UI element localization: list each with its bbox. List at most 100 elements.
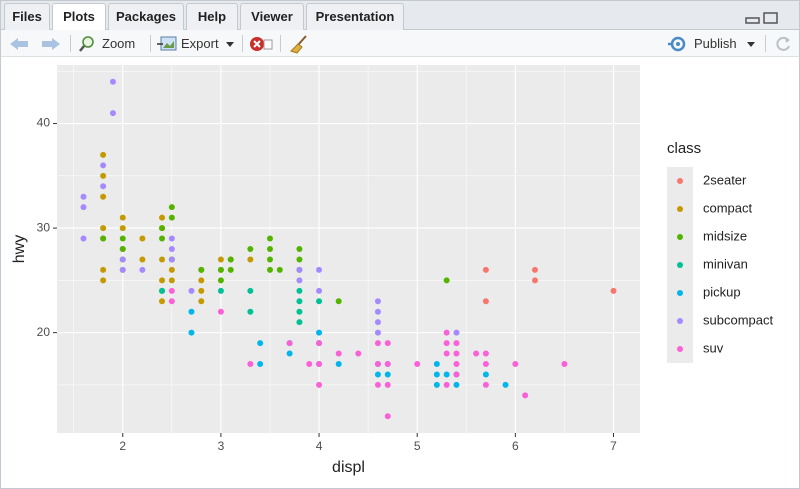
clear-plots[interactable] [289,34,309,54]
point [168,277,175,284]
point [453,340,460,347]
tab[interactable]: Files [4,3,50,30]
tab-bar: Files Plots Packages Help Viewer Present… [0,0,800,31]
separator [765,35,766,52]
legend-label: suv [703,340,724,355]
zoom-button[interactable]: Zoom [102,36,136,51]
forward-arrow[interactable] [42,38,60,50]
point [119,266,126,273]
point [100,266,107,273]
point [335,298,342,305]
maximize[interactable] [763,12,778,24]
point [139,235,146,242]
tab[interactable]: Help [186,3,238,30]
point [482,381,489,388]
legend-marker [677,178,683,184]
point [168,204,175,211]
refresh[interactable] [774,35,792,53]
point [217,256,224,263]
dropdown-arrow[interactable] [226,42,234,48]
y-axis-title: hwy [11,235,28,263]
point [443,350,450,357]
export-button[interactable]: Export [181,36,219,51]
legend-marker [677,234,683,240]
point [159,235,166,242]
nav-arrows[interactable] [8,36,64,52]
minimize[interactable] [745,17,760,24]
point [100,235,107,242]
point [384,381,391,388]
point [227,256,234,263]
legend-label: minivan [703,256,748,271]
point [316,298,323,305]
point [453,350,460,357]
point [453,381,460,388]
point [482,266,489,273]
tab[interactable]: Presentation [306,3,404,30]
point [247,287,254,294]
export-icon[interactable] [157,36,177,52]
point [80,235,87,242]
remove-plot[interactable] [249,35,273,53]
point [266,246,273,252]
point [188,329,195,336]
point [119,225,126,232]
legend-marker [677,346,683,352]
legend-label: pickup [703,284,741,299]
point [374,381,381,388]
point [257,340,264,347]
dropdown-arrow[interactable] [747,42,755,48]
y-tick-label: 20 [37,325,51,339]
point [384,371,391,378]
legend-marker [677,290,683,296]
tab[interactable]: Viewer [240,3,304,30]
point [168,266,175,273]
point [561,361,568,367]
point [168,246,175,252]
point [159,214,166,221]
x-tick-label: 4 [316,439,323,453]
point [217,277,224,284]
point [316,329,323,336]
point [168,287,175,294]
tab[interactable]: Plots [52,3,106,31]
point [266,256,273,263]
point [453,371,460,378]
point [139,256,146,263]
publish-button[interactable]: Publish [694,36,737,51]
point [217,308,224,315]
point [414,361,421,367]
point [512,361,519,367]
point [168,256,175,263]
tab[interactable]: Packages [108,3,184,30]
point [159,287,166,294]
point [374,329,381,336]
point [522,392,529,399]
point [100,277,107,284]
point [296,287,303,294]
point [159,298,166,305]
point [139,266,146,273]
zoom-icon[interactable] [78,35,96,53]
point [109,110,116,117]
point [502,381,509,388]
point [374,298,381,305]
point [531,277,538,284]
point [257,361,264,367]
point [276,266,283,273]
window-controls[interactable] [744,10,792,26]
publish-icon[interactable] [668,36,690,52]
legend-marker [677,318,683,324]
point [473,350,480,357]
point [433,371,440,378]
separator [150,35,151,52]
point [100,172,107,179]
y-tick-label: 40 [37,116,51,130]
point [247,308,254,315]
point [482,298,489,305]
back-arrow[interactable] [10,38,28,50]
point [188,308,195,315]
x-tick-label: 6 [512,439,519,453]
separator [70,35,71,52]
